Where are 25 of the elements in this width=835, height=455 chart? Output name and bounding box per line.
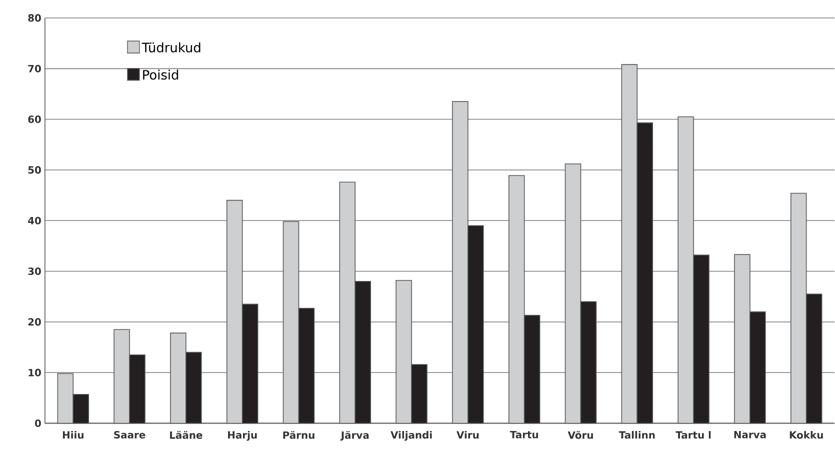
x-tick-label: Kokku [790, 430, 823, 439]
legend-label: Tüdrukud [142, 42, 200, 52]
x-tick-label: Pärnu [283, 430, 314, 439]
y-tick-label: 70 [28, 64, 41, 72]
x-tick-label: Viljandi [390, 430, 432, 441]
x-tick-label: Saare [114, 430, 146, 438]
y-tick-label: 40 [28, 216, 41, 224]
x-tick-label: Võru [568, 430, 593, 439]
y-tick-label: 60 [28, 115, 41, 123]
x-tick-label: Tallinn [618, 430, 655, 439]
x-tick-label: Tartu [510, 430, 538, 438]
y-tick-label: 30 [28, 267, 41, 275]
legend-label: Poisid [143, 70, 178, 80]
x-tick-label: Viru [456, 430, 479, 439]
x-tick-label: Narva [734, 430, 766, 438]
x-tick-label: Hiiu [62, 430, 84, 439]
y-tick-label: 10 [28, 368, 41, 376]
y-tick-label: 20 [28, 318, 41, 326]
y-tick-label: 80 [28, 14, 41, 22]
x-tick-label: Järva [340, 430, 369, 441]
y-tick-label: 50 [28, 166, 41, 174]
x-tick-label: Harju [228, 430, 257, 441]
y-tick-label: 0 [34, 419, 41, 427]
x-tick-label: Tartu l [676, 430, 711, 439]
x-tick-label: Lääne [170, 430, 202, 439]
